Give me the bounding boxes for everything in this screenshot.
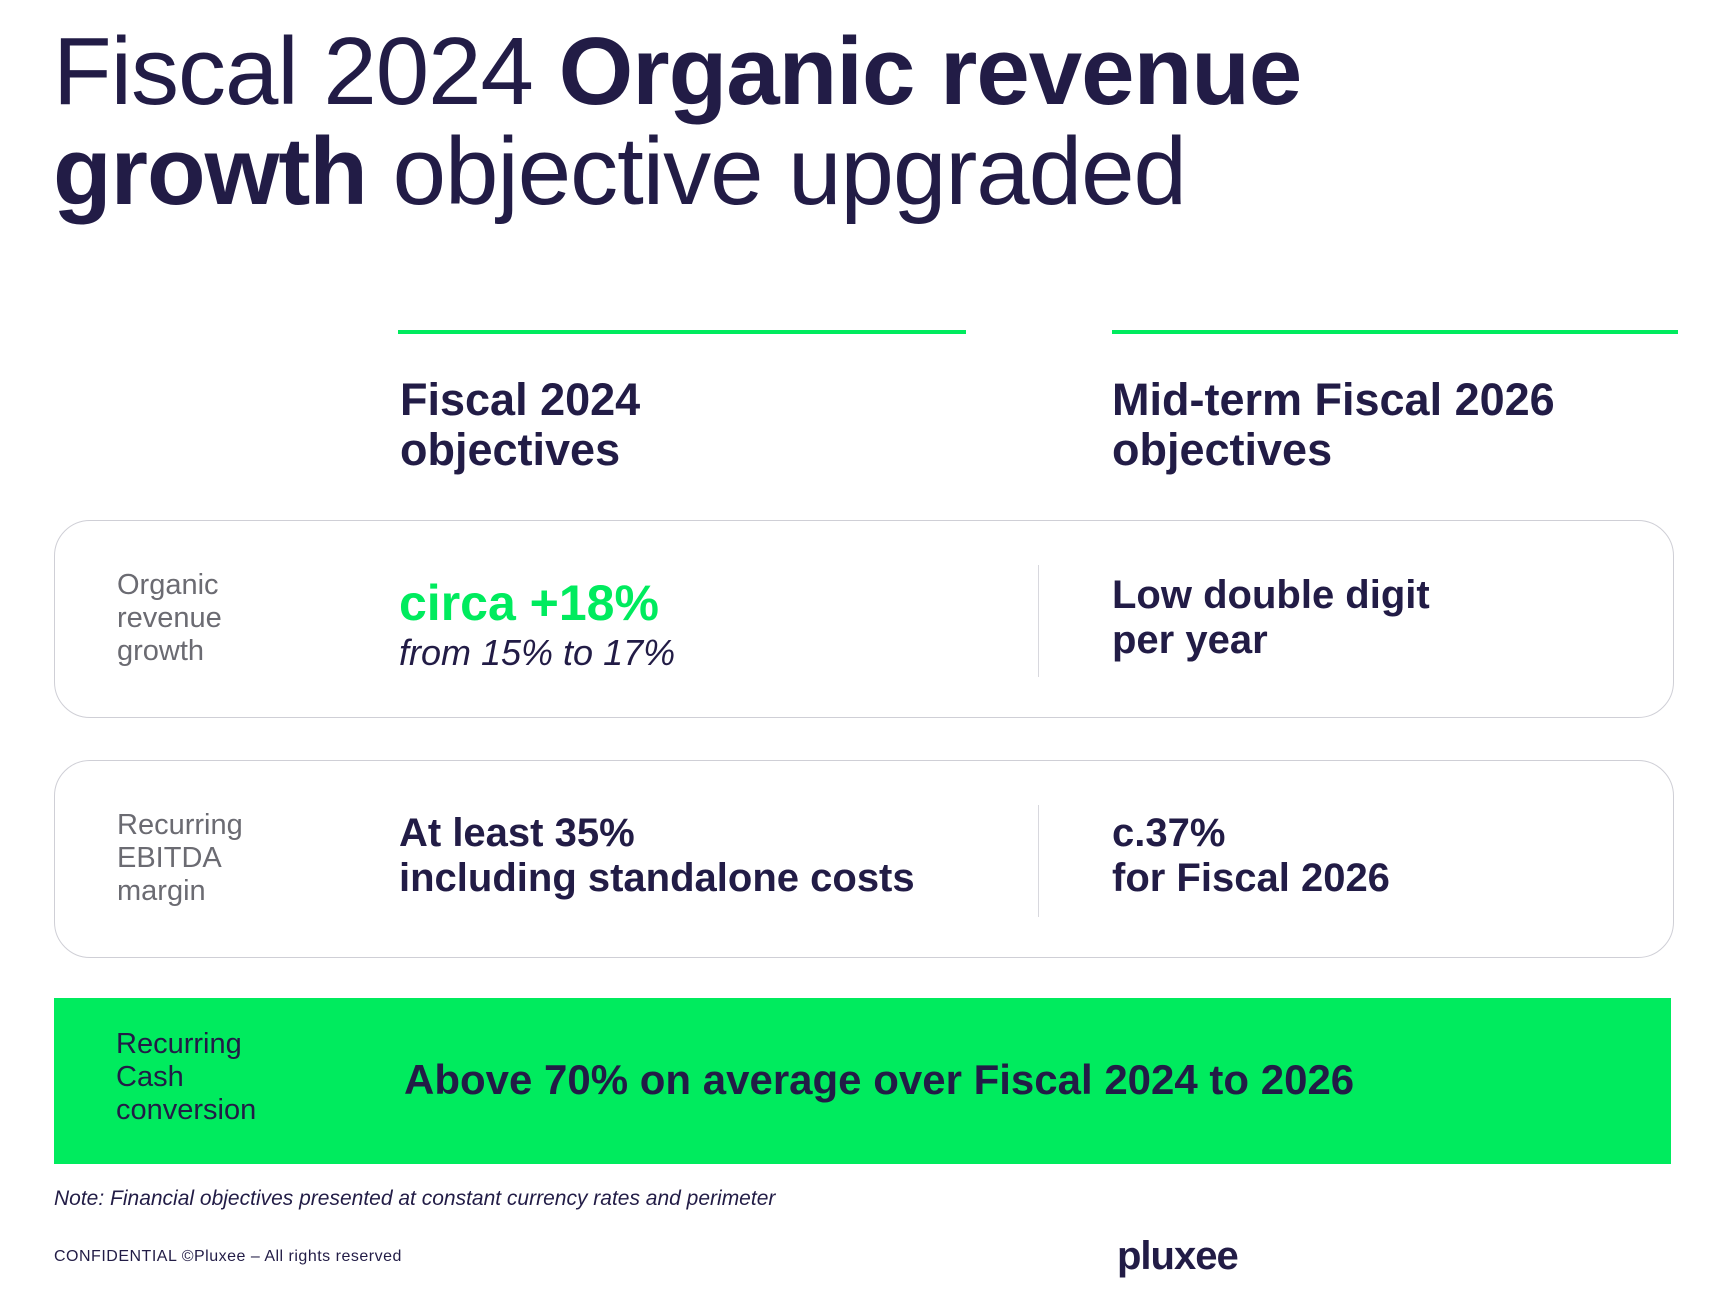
column-divider: [1038, 565, 1039, 677]
cell-line: At least 35%: [399, 811, 635, 855]
title-bold-2: growth: [53, 118, 368, 225]
banner-text: Above 70% on average over Fiscal 2024 to…: [404, 1056, 1355, 1103]
cell-fy2026: c.37% for Fiscal 2026: [1112, 811, 1390, 901]
title-part-2: objective upgraded: [366, 118, 1187, 225]
cell-fy2024: At least 35% including standalone costs: [399, 811, 915, 901]
title-part-1: Fiscal 2024: [53, 18, 559, 125]
cell-fy2024: circa +18% from 15% to 17%: [399, 576, 675, 676]
page-title: Fiscal 2024 Organic revenue growth objec…: [53, 22, 1653, 222]
row-label: Recurring EBITDA margin: [117, 809, 243, 908]
cell-line: for Fiscal 2026: [1112, 856, 1390, 900]
column-header-fy2026-line2: objectives: [1112, 424, 1333, 475]
column-header-fy2024-line2: objectives: [400, 424, 621, 475]
row-label-line: EBITDA: [117, 842, 222, 874]
row-label-line: Recurring: [116, 1028, 242, 1060]
previous-range: from 15% to 17%: [399, 632, 676, 673]
pluxee-logo: pluxee: [1117, 1234, 1239, 1278]
column-header-fy2024: Fiscal 2024 objectives: [400, 375, 900, 475]
row-label-line: conversion: [116, 1094, 257, 1126]
row-label-line: Cash: [116, 1061, 184, 1093]
row-label: Organic revenue growth: [117, 569, 222, 668]
cell-line: Low double digit: [1112, 573, 1430, 617]
column-rule-fy2026: [1112, 330, 1678, 334]
footnote: Note: Financial objectives presented at …: [54, 1187, 776, 1210]
column-header-fy2026: Mid-term Fiscal 2026 objectives: [1112, 375, 1712, 475]
row-label: Recurring Cash conversion: [116, 1028, 256, 1127]
cash-conversion-banner: Recurring Cash conversion Above 70% on a…: [54, 998, 1671, 1164]
column-header-fy2026-line1: Mid-term Fiscal 2026: [1112, 374, 1555, 425]
column-header-fy2024-line1: Fiscal 2024: [400, 374, 641, 425]
cell-fy2026: Low double digit per year: [1112, 573, 1430, 663]
row-label-line: revenue: [117, 602, 222, 634]
row-label-line: Recurring: [117, 809, 243, 841]
column-divider: [1038, 805, 1039, 917]
row-recurring-ebitda-margin: Recurring EBITDA margin At least 35% inc…: [54, 760, 1674, 958]
confidential-footer: CONFIDENTIAL ©Pluxee – All rights reserv…: [54, 1248, 402, 1265]
row-label-line: margin: [117, 875, 206, 907]
highlight-value: circa +18%: [399, 575, 659, 631]
cell-line: c.37%: [1112, 811, 1226, 855]
row-label-line: growth: [117, 635, 205, 667]
cell-line: including standalone costs: [399, 856, 915, 900]
title-bold-1: Organic revenue: [558, 18, 1303, 125]
cell-line: per year: [1112, 618, 1268, 662]
row-label-line: Organic: [117, 569, 219, 601]
column-rule-fy2024: [398, 330, 966, 334]
row-organic-revenue-growth: Organic revenue growth circa +18% from 1…: [54, 520, 1674, 718]
